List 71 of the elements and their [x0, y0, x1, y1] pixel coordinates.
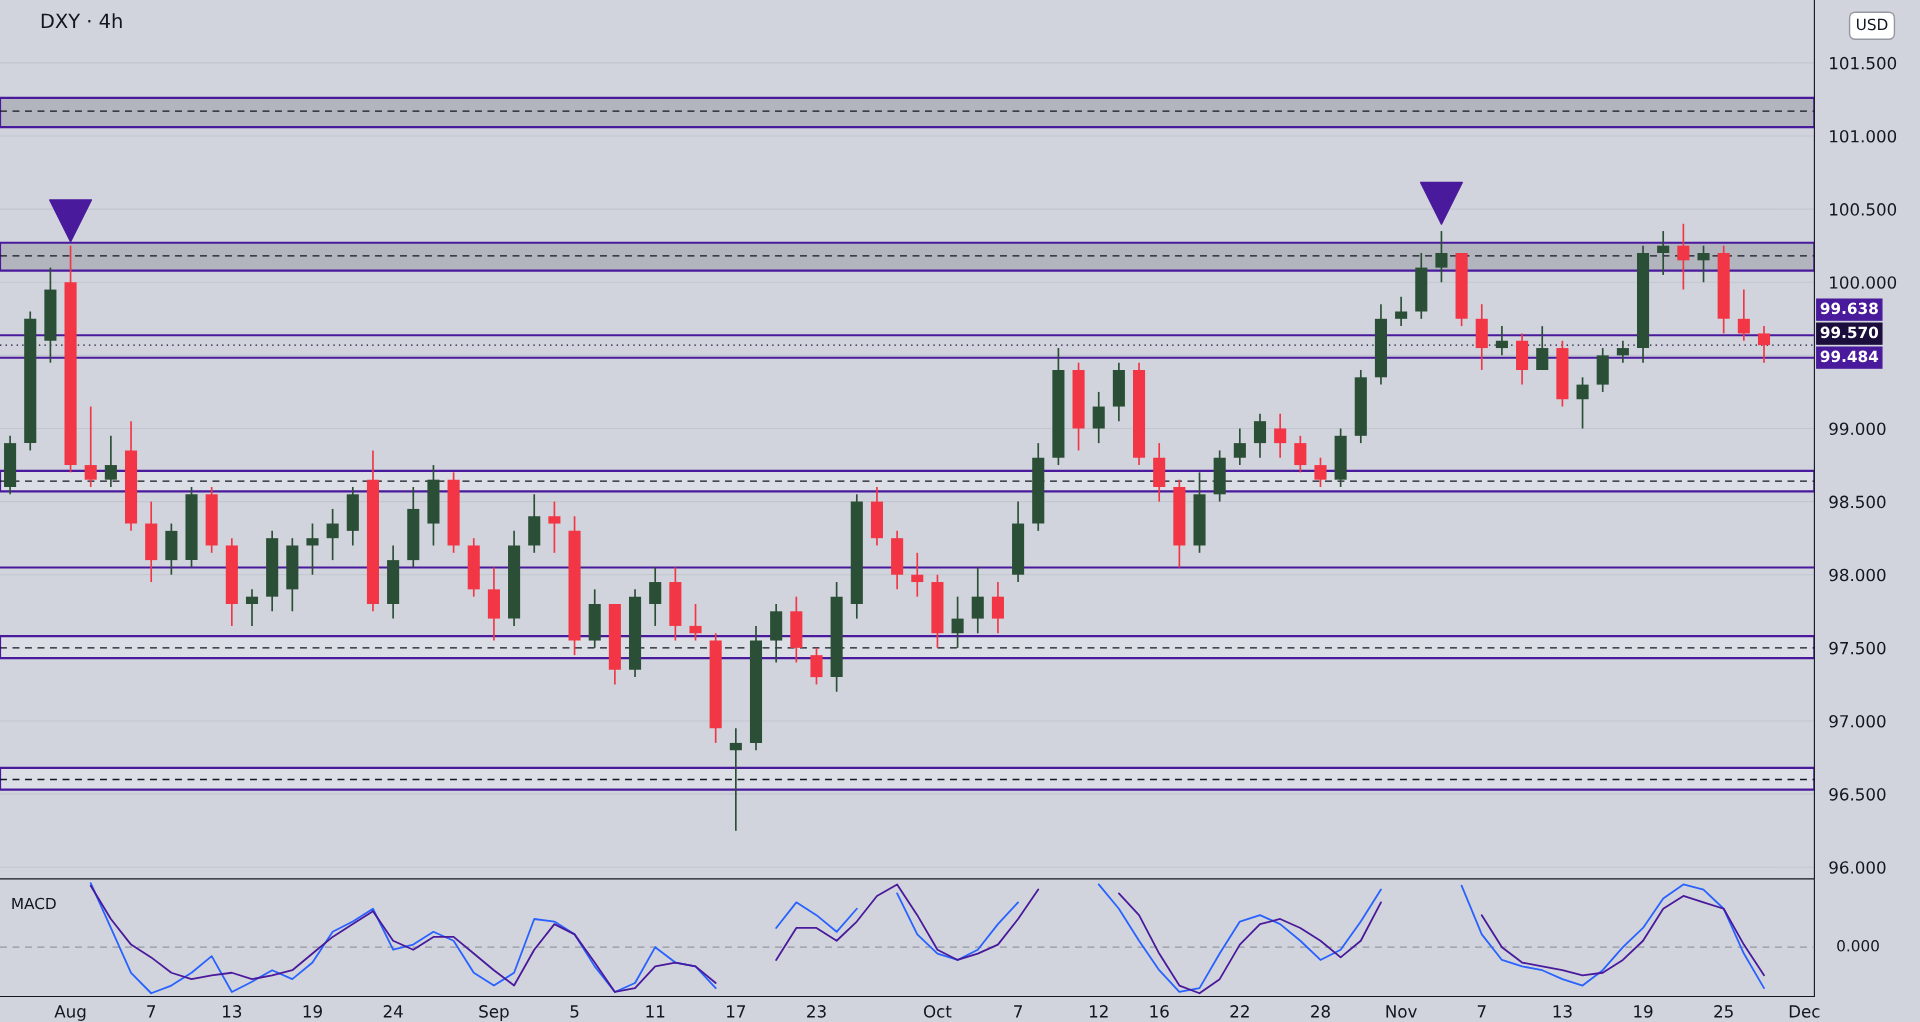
y-tick-label: 101.000 [1830, 129, 1897, 143]
x-tick-label: 24 [383, 1005, 403, 1018]
candlestick [1233, 427, 1246, 466]
candlestick [1576, 376, 1589, 430]
candlestick [971, 566, 984, 635]
candlestick [1294, 434, 1307, 474]
candlestick [729, 727, 742, 832]
x-tick-label: Aug [54, 1005, 86, 1021]
candlestick [1737, 288, 1750, 342]
y-tick-label: 99.000 [1829, 422, 1886, 436]
candlestick [1253, 413, 1267, 459]
y-tick-label: 100.000 [1830, 276, 1897, 289]
x-tick-label: 7 [1014, 1005, 1022, 1018]
candlestick [1092, 391, 1105, 444]
candlestick [1616, 339, 1629, 364]
candlestick [1757, 325, 1771, 364]
candlestick [1314, 456, 1327, 488]
candlestick [911, 551, 924, 598]
x-tick-label: 13 [1553, 1005, 1572, 1018]
x-tick-label: 25 [1714, 1005, 1733, 1018]
candlestick [1677, 222, 1690, 291]
y-tick-label: 97.500 [1829, 641, 1886, 655]
text: DXY · 4h [41, 13, 122, 28]
y-tick-label: 97.000 [1829, 714, 1886, 728]
x-tick-label: 13 [223, 1005, 242, 1018]
candlestick [245, 588, 259, 627]
candlestick [1395, 296, 1408, 327]
x-tick-label: 19 [1634, 1005, 1653, 1018]
x-tick-label: Oct [923, 1005, 952, 1018]
text: MACD [12, 897, 56, 910]
candlestick [1495, 325, 1508, 357]
candlestick [810, 647, 823, 686]
candlestick [951, 595, 964, 649]
candlestick [1697, 244, 1710, 284]
ref-line-label: 99.484 [1820, 350, 1879, 363]
candlestick [1274, 413, 1287, 459]
text: USD [1857, 18, 1888, 31]
x-tick-label: 7 [1477, 1005, 1486, 1018]
candlestick [104, 434, 117, 488]
y-tick-label: 96.500 [1829, 788, 1886, 801]
x-tick-label: 17 [727, 1005, 746, 1018]
ref-line-label: 0.000 [1837, 940, 1879, 952]
candlestick [548, 500, 561, 554]
x-tick-label: 16 [1150, 1005, 1169, 1018]
candlestick [1536, 325, 1549, 371]
x-tick-label: 12 [1089, 1005, 1108, 1018]
ref-line-label: 99.638 [1820, 302, 1878, 315]
ref-line-label: 99.570 [1820, 326, 1879, 339]
candlestick [649, 566, 662, 627]
y-tick-label: 96.000 [1829, 861, 1886, 874]
candlestick [84, 405, 97, 488]
x-tick-label: 22 [1230, 1005, 1249, 1018]
candlestick [326, 508, 339, 561]
y-tick-label: 98.000 [1829, 568, 1886, 582]
candlestick [1657, 230, 1670, 276]
x-tick-label: 23 [807, 1005, 826, 1018]
y-tick-label: 98.500 [1829, 495, 1886, 509]
x-tick-label: Sep [479, 1005, 509, 1021]
x-tick-label: Dec [1789, 1005, 1820, 1018]
x-tick-label: 19 [303, 1005, 322, 1018]
candlestick [1435, 230, 1448, 284]
x-tick-label: 7 [147, 1005, 156, 1018]
y-tick-label: 100.500 [1830, 203, 1897, 216]
candlestick [689, 603, 702, 642]
candlestick [306, 522, 319, 576]
candlestick [991, 581, 1004, 635]
y-tick-label: 101.500 [1830, 56, 1897, 70]
x-tick-label: 28 [1311, 1005, 1330, 1018]
x-tick-label: Nov [1386, 1005, 1417, 1018]
x-tick-label: 5 [570, 1005, 579, 1018]
x-tick-label: 11 [646, 1005, 665, 1018]
